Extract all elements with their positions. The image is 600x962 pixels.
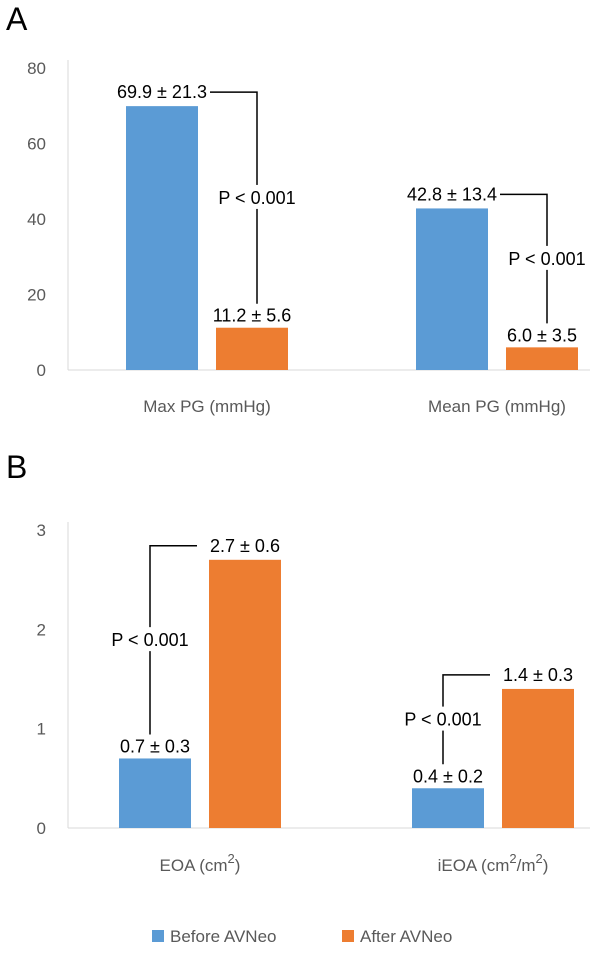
y-tick-label: 60	[27, 135, 46, 154]
panel-a: A 0 20 40 60 80 69.9 ± 21.3 11.2 ± 5.6 P < 0.001…	[6, 1, 597, 416]
bar-before	[412, 788, 484, 828]
bar-before	[119, 758, 191, 828]
superscript: 2	[509, 851, 516, 866]
legend-label: After AVNeo	[360, 927, 452, 946]
p-value-label: P < 0.001	[508, 249, 585, 269]
panel-letter: B	[6, 449, 27, 485]
x-category-label: Max PG (mmHg)	[143, 397, 271, 416]
p-value-bg	[100, 627, 200, 652]
bar-before	[416, 208, 488, 370]
significance-bracket	[442, 674, 490, 765]
bar-after	[216, 327, 288, 370]
p-value-bg	[497, 245, 597, 270]
y-tick-label: 20	[27, 286, 46, 305]
superscript: 2	[228, 851, 235, 866]
significance-bracket	[149, 545, 197, 735]
p-value-bg	[207, 184, 307, 209]
p-value-label: P < 0.001	[111, 630, 188, 650]
bar-after	[506, 347, 578, 370]
y-tick-label: 0	[37, 819, 46, 838]
data-label-after: 6.0 ± 3.5	[507, 325, 577, 345]
legend: Before AVNeo After AVNeo	[152, 927, 452, 946]
label-part: )	[235, 856, 241, 875]
y-tick-label: 0	[37, 361, 46, 380]
panel-letter: A	[6, 1, 28, 37]
data-label-after: 1.4 ± 0.3	[503, 665, 573, 685]
legend-swatch-before	[152, 930, 164, 942]
label-part: EOA (cm	[160, 856, 228, 875]
data-label-before: 69.9 ± 21.3	[117, 82, 207, 102]
data-label-after: 2.7 ± 0.6	[210, 536, 280, 556]
bar-after	[209, 559, 281, 828]
x-category-label: EOA (cm2)	[160, 851, 241, 875]
label-part: /m	[517, 856, 536, 875]
data-label-before: 0.4 ± 0.2	[413, 766, 483, 786]
y-tick-label: 40	[27, 210, 46, 229]
significance-bracket	[500, 193, 548, 324]
legend-swatch-after	[342, 930, 354, 942]
p-value-bg	[393, 706, 493, 731]
significance-bracket	[210, 91, 258, 304]
superscript: 2	[536, 851, 543, 866]
legend-label: Before AVNeo	[170, 927, 276, 946]
data-label-after: 11.2 ± 5.6	[213, 306, 292, 326]
y-tick-label: 80	[27, 59, 46, 78]
x-category-label: Mean PG (mmHg)	[428, 397, 566, 416]
p-value-label: P < 0.001	[404, 710, 481, 730]
y-tick-label: 1	[37, 720, 46, 739]
label-part: )	[543, 856, 549, 875]
data-label-before: 0.7 ± 0.3	[120, 736, 190, 756]
x-category-label: iEOA (cm2/m2)	[438, 851, 549, 875]
bar-before	[126, 106, 198, 370]
y-tick-label: 2	[37, 620, 46, 639]
bar-after	[502, 688, 574, 828]
label-part: iEOA (cm	[438, 856, 510, 875]
y-tick-label: 3	[37, 521, 46, 540]
p-value-label: P < 0.001	[218, 188, 295, 208]
data-label-before: 42.8 ± 13.4	[407, 184, 497, 204]
